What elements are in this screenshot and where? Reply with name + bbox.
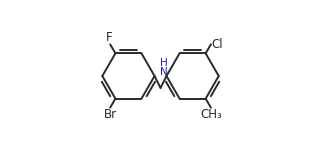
Text: CH₃: CH₃	[200, 108, 222, 121]
Text: Br: Br	[104, 108, 117, 121]
Text: F: F	[106, 31, 113, 44]
Text: Cl: Cl	[212, 38, 223, 51]
Text: H
N: H N	[160, 58, 167, 78]
